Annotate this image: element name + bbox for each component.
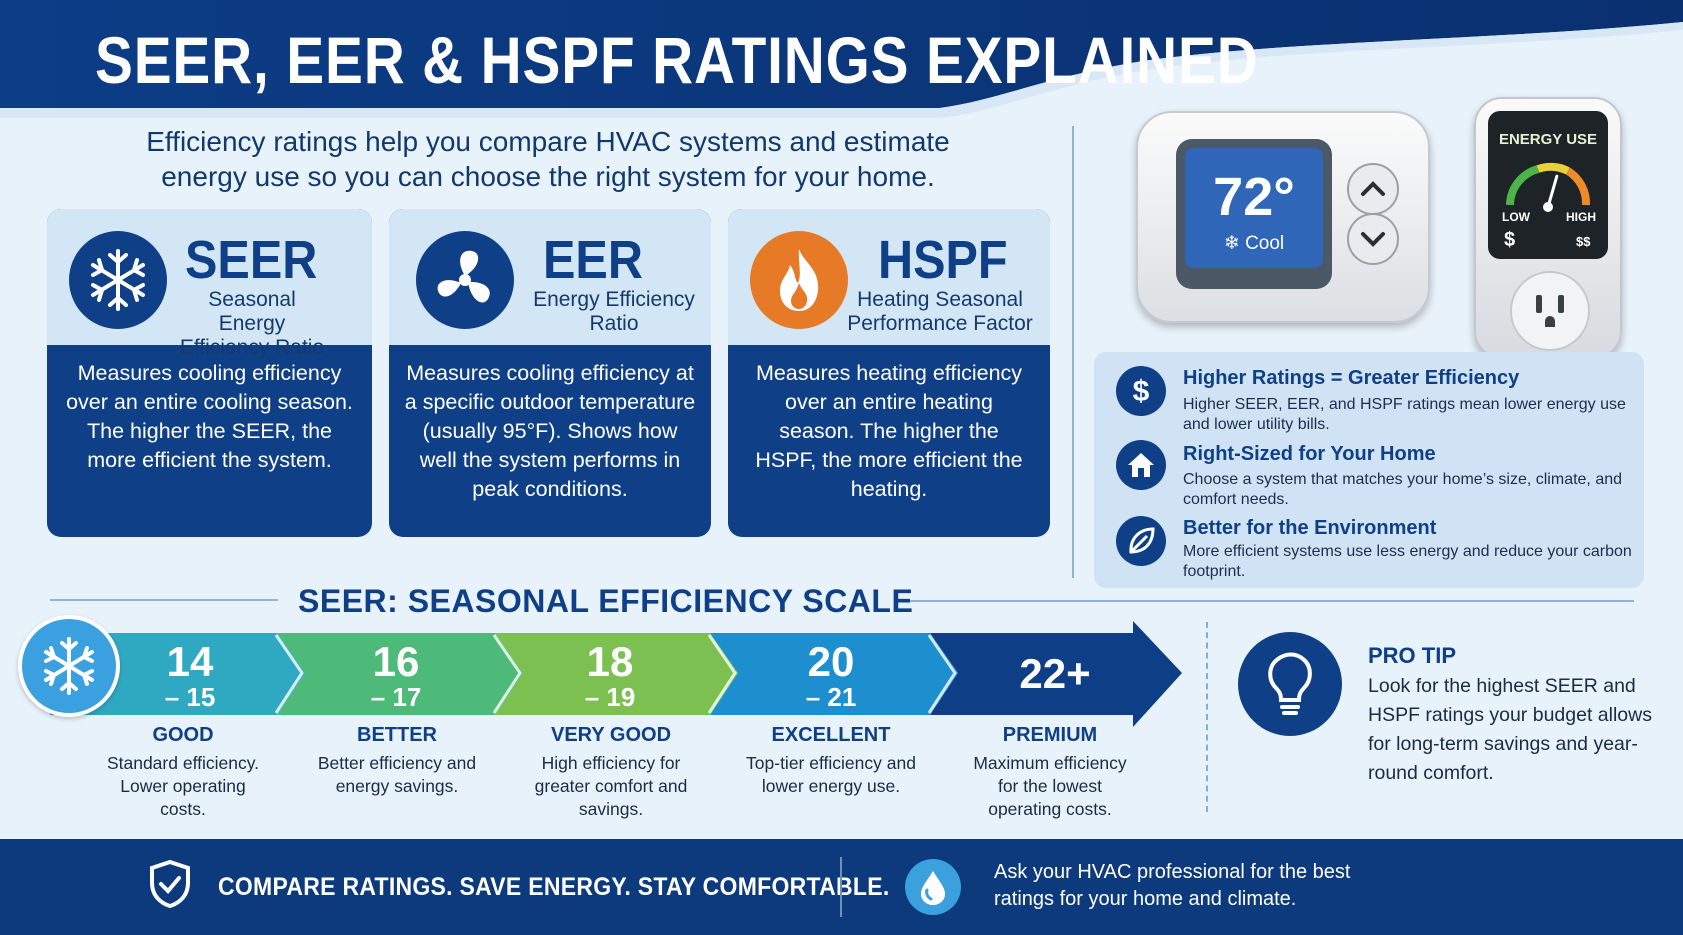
thermostat: 72° ❄ Cool bbox=[1136, 111, 1430, 323]
pro-tip-text: Look for the highest SEER and HSPF ratin… bbox=[1368, 675, 1652, 784]
leaf-icon bbox=[1116, 516, 1166, 566]
hspf-full-name: Heating Seasonal Performance Factor bbox=[847, 288, 1033, 335]
scale-segment-better bbox=[277, 633, 523, 715]
seer-acronym: SEER bbox=[185, 230, 318, 290]
svg-text:$: $ bbox=[1133, 375, 1150, 408]
snowflake-icon bbox=[18, 615, 120, 717]
thermostat-mode: ❄ Cool bbox=[1185, 232, 1323, 255]
seer-card: SEER Seasonal Energy Efficiency Ratio Me… bbox=[47, 209, 372, 537]
power-outlet bbox=[1510, 271, 1590, 351]
dollar-low-icon: $ bbox=[1504, 229, 1516, 251]
lightbulb-icon bbox=[1238, 632, 1342, 736]
tier-range-premium: 22+ bbox=[1019, 650, 1091, 697]
tier-desc-excellent: Top-tier efficiency and lower energy use… bbox=[746, 753, 916, 796]
tier-name-very-good: VERY GOOD bbox=[550, 724, 672, 746]
tier-name-good: GOOD bbox=[152, 724, 214, 746]
dollar-high-icon: $$ bbox=[1576, 234, 1591, 249]
gauge-needle bbox=[1546, 174, 1559, 209]
energy-meter-title: ENERGY USE bbox=[1498, 131, 1598, 148]
dollar-icon: $ bbox=[1116, 366, 1166, 416]
home-icon bbox=[1116, 440, 1166, 490]
tier-range-excellent: 20– 21 bbox=[805, 638, 857, 712]
page-title: SEER, EER & HSPF RATINGS EXPLAINED bbox=[95, 23, 1259, 97]
flame-icon bbox=[750, 231, 848, 329]
scale-divider bbox=[1206, 622, 1208, 812]
footer-slogan: COMPARE RATINGS. SAVE ENERGY. STAY COMFO… bbox=[218, 873, 890, 901]
footer-divider bbox=[840, 857, 842, 917]
scale-title: SEER: SEASONAL EFFICIENCY SCALE bbox=[298, 583, 914, 619]
chevron-down-icon bbox=[1361, 232, 1385, 247]
energy-low-label: LOW bbox=[1502, 210, 1530, 224]
snowflake-icon: ❄ bbox=[1223, 233, 1240, 254]
tier-desc-very-good: High efficiency for greater comfort and … bbox=[534, 753, 688, 819]
benefit-title: Right-Sized for Your Home bbox=[1183, 443, 1436, 465]
energy-meter-screen: ENERGY USE LOW HIGH $ $$ bbox=[1488, 111, 1608, 259]
seer-description: Measures cooling efficiency over an enti… bbox=[66, 361, 353, 472]
energy-gauge bbox=[1506, 162, 1591, 212]
water-drop-icon bbox=[905, 859, 961, 915]
fan-icon bbox=[416, 231, 514, 329]
hspf-description: Measures heating efficiency over an enti… bbox=[755, 361, 1023, 501]
snowflake-icon bbox=[69, 231, 167, 329]
benefit-text: More efficient systems use less energy a… bbox=[1183, 543, 1632, 580]
footer-note: Ask your HVAC professional for the best … bbox=[994, 861, 1351, 910]
energy-use-meter: ENERGY USE LOW HIGH $ $$ bbox=[1474, 97, 1622, 359]
thermostat-temperature: 72° bbox=[1213, 167, 1295, 227]
benefits-panel: $ Higher Ratings = Greater Efficiency Hi… bbox=[1094, 352, 1644, 588]
scale-rule-right bbox=[898, 600, 1634, 602]
hspf-card: HSPF Heating Seasonal Performance Factor… bbox=[728, 209, 1050, 537]
temperature-down-button[interactable] bbox=[1347, 213, 1399, 265]
hspf-acronym: HSPF bbox=[878, 230, 1008, 290]
tier-range-good: 14– 15 bbox=[164, 638, 216, 712]
tier-desc-premium: Maximum efficiency for the lowest operat… bbox=[973, 753, 1127, 819]
shield-check-icon bbox=[150, 859, 190, 909]
tier-range-very-good: 18– 19 bbox=[584, 638, 636, 712]
thermostat-display: 72° ❄ Cool bbox=[1185, 148, 1323, 268]
section-divider bbox=[1072, 126, 1074, 578]
tier-range-better: 16– 17 bbox=[370, 638, 422, 712]
tier-name-premium: PREMIUM bbox=[1002, 724, 1098, 746]
tier-name-excellent: EXCELLENT bbox=[771, 724, 891, 746]
scale-rule-left bbox=[50, 599, 278, 601]
eer-full-name: Energy Efficiency Ratio bbox=[533, 288, 695, 335]
eer-card: EER Energy Efficiency Ratio Measures coo… bbox=[389, 209, 711, 537]
header-banner bbox=[0, 0, 1683, 118]
scale-segment-very-good bbox=[495, 633, 738, 715]
thermostat-mode-label: Cool bbox=[1245, 233, 1285, 254]
scale-segment-excellent bbox=[710, 633, 958, 715]
benefit-text: Choose a system that matches your home’s… bbox=[1183, 471, 1623, 508]
tier-desc-good: Standard efficiency. Lower operating cos… bbox=[106, 753, 260, 819]
efficiency-scale-arrow bbox=[50, 621, 1182, 727]
benefit-title: Better for the Environment bbox=[1183, 517, 1437, 539]
seer-full-name: Seasonal Energy Efficiency Ratio bbox=[179, 288, 325, 359]
thermostat-screen: 72° ❄ Cool bbox=[1176, 139, 1332, 289]
energy-high-label: HIGH bbox=[1566, 210, 1596, 224]
tier-desc-better: Better efficiency and energy savings. bbox=[317, 753, 477, 796]
eer-acronym: EER bbox=[543, 230, 643, 290]
benefit-title: Higher Ratings = Greater Efficiency bbox=[1183, 367, 1520, 389]
tier-name-better: BETTER bbox=[357, 724, 437, 746]
eer-description: Measures cooling efficiency at a specifi… bbox=[404, 361, 696, 501]
intro-text: Efficiency ratings help you compare HVAC… bbox=[146, 126, 950, 192]
benefit-text: Higher SEER, EER, and HSPF ratings mean … bbox=[1183, 396, 1626, 433]
temperature-up-button[interactable] bbox=[1347, 163, 1399, 215]
footer-bar: COMPARE RATINGS. SAVE ENERGY. STAY COMFO… bbox=[0, 839, 1683, 935]
scale-segment-premium bbox=[930, 621, 1182, 727]
pro-tip-title: PRO TIP bbox=[1368, 643, 1457, 668]
chevron-up-icon bbox=[1361, 181, 1385, 196]
